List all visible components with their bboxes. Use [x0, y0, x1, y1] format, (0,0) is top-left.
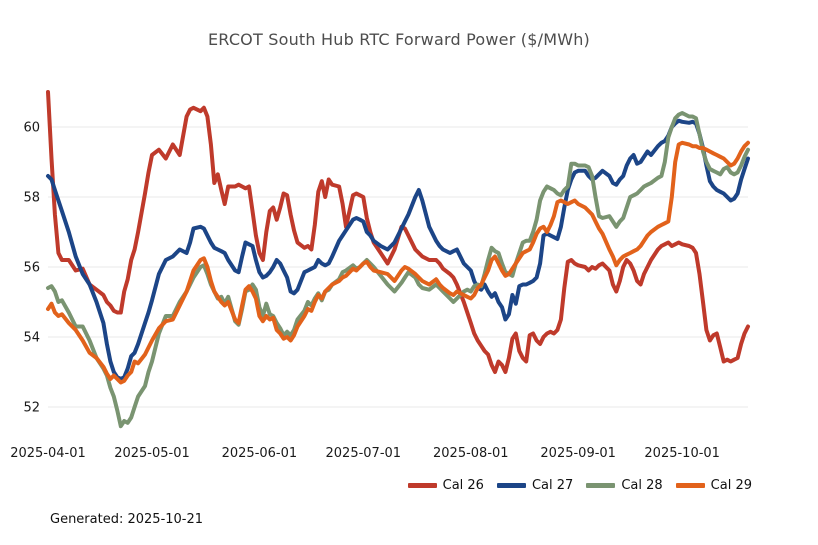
x-tick-label: 2025-05-01 [114, 446, 190, 461]
cal-28-line-swatch [586, 483, 616, 488]
legend-item-cal-28: Cal 28 [586, 478, 663, 493]
generated-timestamp: Generated: 2025-10-21 [50, 512, 204, 527]
cal-26-line-swatch [407, 483, 437, 488]
x-tick-label: 2025-09-01 [540, 446, 616, 461]
cal-27-line-swatch [496, 483, 526, 488]
x-tick-label: 2025-08-01 [433, 446, 509, 461]
x-tick-label: 2025-04-01 [10, 446, 86, 461]
series-line-cal-27 [46, 118, 750, 381]
series-line-cal-26 [46, 90, 750, 374]
legend-label-cal-27: Cal 27 [531, 478, 574, 493]
legend-label-cal-26: Cal 26 [442, 478, 484, 493]
legend-item-cal-29: Cal 29 [675, 478, 752, 493]
legend-label-cal-29: Cal 29 [710, 478, 752, 493]
y-tick-label: 60 [23, 121, 40, 136]
y-tick-label: 52 [23, 401, 40, 416]
chart-legend: Cal 26 Cal 27 Cal 28 Cal 29 [407, 478, 752, 493]
legend-label-cal-28: Cal 28 [621, 478, 663, 493]
y-tick-label: 54 [23, 331, 40, 346]
legend-item-cal-27: Cal 27 [496, 478, 574, 493]
chart-title: ERCOT South Hub RTC Forward Power ($/MWh… [207, 30, 590, 49]
x-tick-label: 2025-06-01 [222, 446, 298, 461]
legend-item-cal-26: Cal 26 [407, 478, 484, 493]
cal-29-line-swatch [675, 483, 705, 488]
y-tick-label: 58 [23, 191, 40, 206]
x-tick-label: 2025-10-01 [644, 446, 720, 461]
series-line-cal-29 [46, 140, 750, 385]
x-tick-label: 2025-07-01 [326, 446, 402, 461]
y-tick-label: 56 [23, 261, 40, 276]
